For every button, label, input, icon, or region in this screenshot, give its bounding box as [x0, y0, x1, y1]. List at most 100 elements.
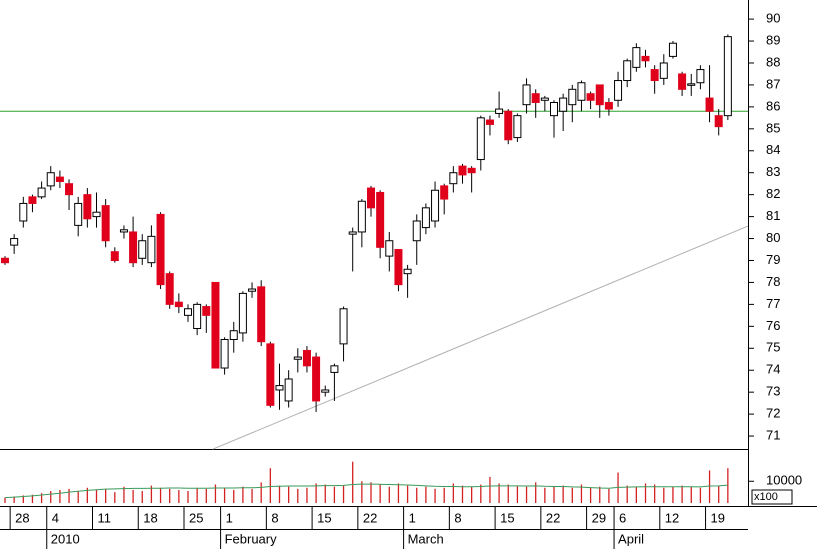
- candle-body: [403, 268, 412, 275]
- candle-body: [476, 117, 485, 161]
- candle-body: [229, 330, 238, 340]
- y-tick-label: 71: [766, 427, 780, 442]
- candle-body: [37, 187, 46, 198]
- y-tick-label: 84: [766, 142, 780, 157]
- candle-body: [10, 238, 19, 246]
- candle-body: [668, 42, 677, 57]
- candle-body: [321, 389, 330, 393]
- candle-body: [431, 189, 440, 222]
- volume-tick-label: 10000: [766, 473, 802, 488]
- x-tick-label: 6: [619, 510, 626, 525]
- y-tick-label: 72: [766, 406, 780, 421]
- y-tick-label: 73: [766, 384, 780, 399]
- y-tick-label: 80: [766, 230, 780, 245]
- x-tick-label: 22: [546, 510, 560, 525]
- y-tick-label: 75: [766, 340, 780, 355]
- y-tick-label: 87: [766, 76, 780, 91]
- y-tick-label: 76: [766, 318, 780, 333]
- candle-body: [678, 73, 687, 90]
- y-tick-label: 81: [766, 208, 780, 223]
- candle-body: [550, 101, 558, 117]
- candle-body: [193, 303, 202, 330]
- candle-body: [238, 292, 247, 334]
- candle-body: [614, 80, 623, 101]
- x-tick-label: 25: [189, 510, 203, 525]
- candle-body: [604, 101, 613, 110]
- y-tick-label: 90: [766, 11, 780, 26]
- candle-body: [110, 251, 119, 261]
- x-tick-label: 12: [665, 510, 679, 525]
- candle-body: [55, 176, 64, 182]
- candle-body: [687, 83, 696, 86]
- candle-body: [266, 343, 275, 406]
- x-tick-label: 4: [52, 510, 59, 525]
- candle-body: [531, 93, 540, 103]
- candle-body: [174, 301, 183, 308]
- x-tick-label: 22: [363, 510, 377, 525]
- candle-body: [412, 220, 421, 242]
- y-tick-label: 78: [766, 274, 780, 289]
- candle-body: [357, 200, 366, 233]
- x-tick-label: 8: [454, 510, 461, 525]
- y-tick-label: 83: [766, 164, 780, 179]
- candle-body: [696, 69, 705, 84]
- candle-body: [202, 306, 211, 316]
- candle-body: [513, 115, 522, 139]
- x-tick-label: 15: [317, 510, 331, 525]
- candle-body: [449, 172, 458, 185]
- month-label: April: [618, 531, 644, 546]
- y-tick-label: 89: [766, 32, 780, 47]
- candle-body: [385, 240, 394, 257]
- candle-body: [19, 202, 28, 222]
- candle-body: [147, 235, 156, 264]
- candle-body: [467, 167, 476, 174]
- candle-body: [723, 36, 732, 117]
- month-label: 2010: [51, 531, 80, 546]
- x-tick-label: 11: [98, 510, 112, 525]
- candle-body: [284, 378, 293, 402]
- candle-body: [568, 88, 577, 106]
- candle-body: [184, 308, 192, 316]
- candle-body: [211, 281, 220, 369]
- candle-body: [440, 185, 449, 200]
- candle-body: [119, 229, 128, 233]
- x-tick-label: 28: [15, 510, 29, 525]
- candle-body: [220, 338, 229, 369]
- candle-body: [74, 202, 83, 226]
- candle-body: [138, 240, 147, 259]
- candle-body: [330, 365, 339, 373]
- candle-body: [495, 108, 504, 114]
- candle-body: [714, 115, 723, 128]
- candle-body: [129, 231, 138, 264]
- candle-body: [504, 110, 513, 141]
- x-tick-label: 1: [409, 510, 416, 525]
- y-tick-label: 82: [766, 186, 780, 201]
- candle-body: [248, 288, 257, 292]
- y-tick-label: 85: [766, 120, 780, 135]
- trendline: [212, 225, 749, 450]
- y-tick-label: 86: [766, 98, 780, 113]
- candle-body: [659, 62, 668, 79]
- candle-body: [623, 60, 632, 82]
- x-tick-label: 19: [711, 510, 725, 525]
- candle-body: [632, 47, 641, 68]
- candle-body: [394, 249, 403, 286]
- candle-body: [705, 97, 714, 112]
- y-tick-label: 74: [766, 362, 780, 377]
- candle-body: [376, 191, 385, 248]
- candle-body: [485, 119, 494, 125]
- x-tick-label: 8: [271, 510, 278, 525]
- candle-body: [275, 385, 284, 391]
- candle-body: [540, 97, 549, 101]
- candle-body: [101, 205, 110, 242]
- y-tick-label: 79: [766, 252, 780, 267]
- candle-body: [522, 84, 531, 106]
- y-tick-label: 77: [766, 296, 780, 311]
- volume-ma-line: [4, 483, 728, 499]
- volume-unit: x100: [754, 491, 778, 503]
- candle-body: [348, 231, 357, 235]
- x-tick-label: 1: [226, 510, 233, 525]
- unit-box: [751, 489, 793, 505]
- candle-body: [28, 196, 37, 204]
